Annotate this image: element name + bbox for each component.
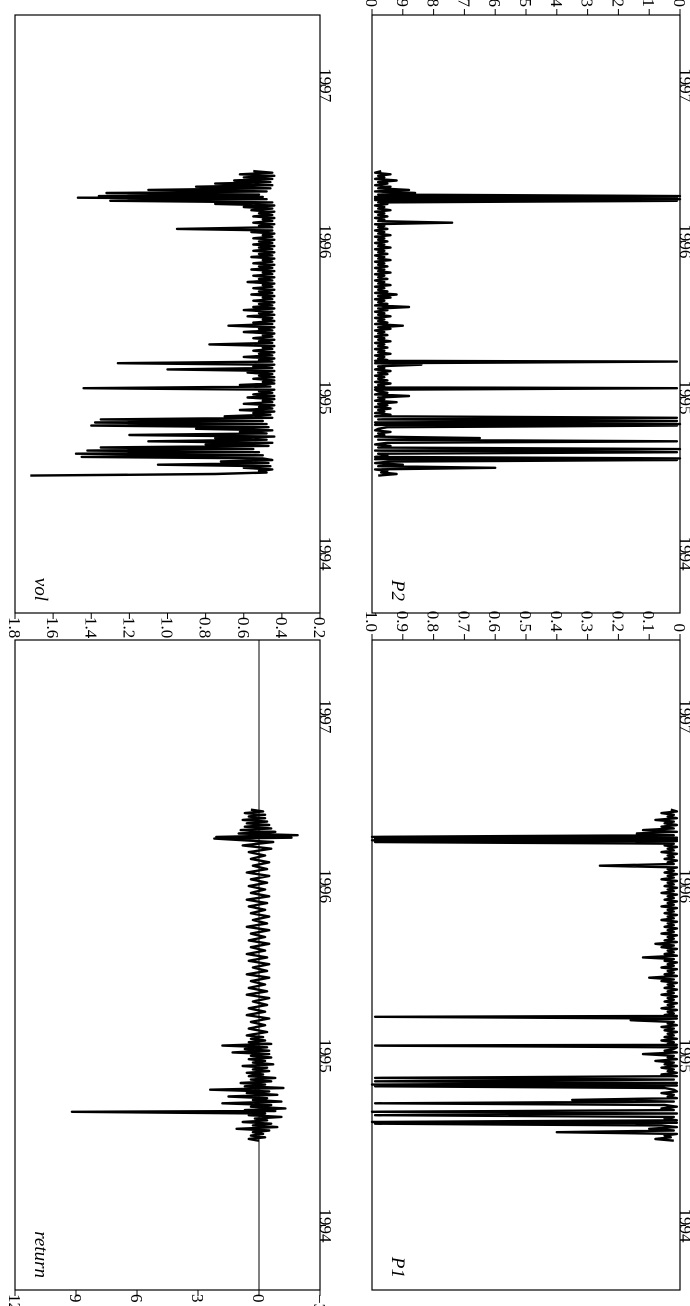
y-tick-label-p2-0: 1.0 (362, 0, 381, 7)
panel-label-p2: P2 (387, 579, 408, 602)
plot-frame-p2 (371, 14, 681, 614)
y-tick-label-p1-4: 0.6 (485, 611, 504, 632)
y-tick-label-p2-3: 0.7 (454, 0, 473, 8)
y-tick-label-p2-2: 0.8 (424, 0, 443, 7)
x-tick-label-vol-2: 1996 (316, 224, 335, 258)
y-tick-label-vol-7: 0.4 (272, 617, 291, 639)
series-line-p2 (373, 169, 682, 477)
y-tick-label-vol-3: 1.2 (119, 617, 138, 638)
y-tick-label-p1-1: 0.9 (393, 611, 412, 632)
y-tick-label-return-4: 0 (249, 1294, 268, 1303)
y-tick-label-p2-1: 0.9 (393, 0, 412, 7)
panel-p1: 1994 1995 1996 1997 P1 (370, 634, 690, 1291)
panel-label-p1: P1 (387, 1256, 408, 1278)
y-tick-label-vol-4: 1.0 (158, 617, 177, 638)
y-tick-label-p1-0: 1.0 (362, 611, 381, 632)
x-tick-label-p1-1: 1995 (676, 1039, 690, 1073)
panel-return: 1994 1995 1996 1997 return (14, 639, 335, 1296)
y-tick-label-vol-2: 1.4 (81, 617, 100, 639)
x-tick-label-vol-1: 1995 (316, 381, 335, 415)
panel-vol: 1994 1995 1996 1997 vol (14, 14, 335, 619)
x-tick-label-p1-2: 1996 (676, 869, 690, 903)
panel-label-vol: vol (30, 578, 51, 601)
y-tick-label-p2-5: 0.5 (516, 0, 535, 7)
y-tick-label-p1-9: 0.1 (639, 611, 658, 632)
y-tick-label-p2-6: 0.4 (547, 0, 566, 8)
y-tick-label-p2-10: 0 (670, 0, 689, 7)
y-tick-label-return-5: −3 (310, 1294, 329, 1306)
plot-frame-return (14, 639, 321, 1291)
panel-label-return: return (30, 1231, 51, 1278)
x-tick-label-return-2: 1996 (316, 869, 335, 903)
y-tick-label-p1-7: 0.3 (578, 611, 597, 632)
y-tick-label-p1-5: 0.5 (516, 611, 535, 632)
x-tick-label-vol-3: 1997 (316, 68, 335, 103)
y-tick-label-vol-1: 1.6 (43, 617, 62, 638)
y-tick-label-vol-0: 1.8 (5, 617, 24, 638)
y-tick-label-p1-6: 0.4 (547, 611, 566, 633)
x-tick-label-vol-0: 1994 (316, 537, 335, 572)
series-line-vol (30, 169, 276, 477)
x-tick-label-p2-3: 1997 (676, 68, 690, 103)
x-tick-label-p2-0: 1994 (676, 537, 690, 572)
y-tick-label-p2-7: 0.3 (578, 0, 597, 7)
panel-p2: 1994 1995 1996 1997 P2 (371, 9, 690, 614)
y-tick-label-return-2: 6 (127, 1294, 146, 1303)
y-tick-label-return-0: 12 (5, 1294, 24, 1306)
x-tick-label-return-0: 1994 (316, 1209, 335, 1244)
series-line-p1 (370, 808, 679, 1142)
y-tick-label-vol-5: 0.8 (196, 617, 215, 638)
x-tick-label-p2-1: 1995 (676, 381, 690, 415)
y-tick-label-p1-8: 0.2 (608, 611, 627, 632)
x-tick-label-p2-2: 1996 (676, 224, 690, 258)
y-tick-label-return-1: 9 (66, 1294, 85, 1303)
plot-frame-p1 (371, 639, 681, 1291)
x-tick-label-p1-0: 1994 (676, 1209, 690, 1244)
x-tick-label-return-3: 1997 (316, 699, 335, 734)
x-tick-label-return-1: 1995 (316, 1039, 335, 1073)
series-line-return (70, 808, 299, 1142)
y-tick-label-return-3: 3 (188, 1294, 207, 1303)
y-tick-label-p1-10: 0 (670, 624, 689, 633)
y-tick-label-vol-8: 0.2 (310, 617, 329, 638)
y-tick-label-p2-9: 0.1 (639, 0, 658, 7)
y-tick-label-p2-8: 0.2 (608, 0, 627, 7)
x-tick-label-p1-3: 1997 (676, 699, 690, 734)
y-tick-label-p2-4: 0.6 (485, 0, 504, 7)
y-tick-label-p1-3: 0.7 (454, 611, 473, 633)
y-tick-label-p1-2: 0.8 (424, 611, 443, 632)
y-tick-label-vol-6: 0.6 (234, 617, 253, 638)
